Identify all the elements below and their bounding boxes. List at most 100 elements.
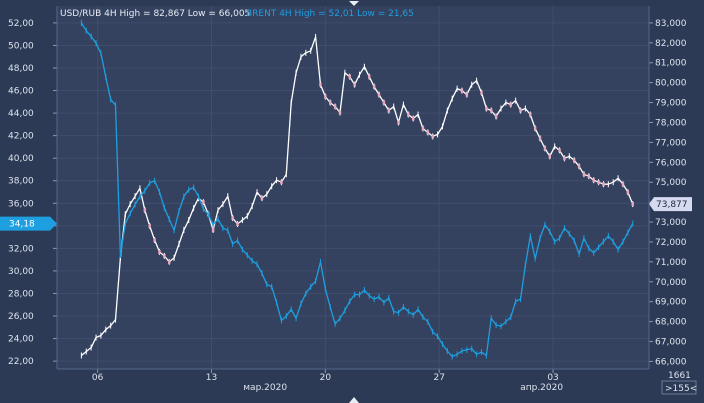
usd-rub-bear-candle <box>421 126 425 131</box>
left-axis-tick-label: 42,00 <box>8 132 34 142</box>
usd-rub-bear-candle <box>231 216 234 221</box>
shift-indicator[interactable]: >155< <box>665 384 697 394</box>
right-axis-tick-label: 81,000 <box>655 59 687 69</box>
usd-rub-bear-candle <box>533 126 537 131</box>
x-axis-tick-label: 20 <box>320 373 332 383</box>
brent-series-line <box>80 22 634 358</box>
usd-rub-bear-candle <box>397 120 400 125</box>
usd-rub-bear-candle <box>338 110 342 115</box>
right-axis-tick-label: 69,000 <box>655 298 687 308</box>
right-axis-tick-label: 83,000 <box>655 19 687 29</box>
usd-rub-bear-candle <box>324 94 327 99</box>
usd-rub-bear-candle <box>153 237 156 242</box>
usd-rub-bear-candle <box>494 114 498 119</box>
usd-rub-bear-candle <box>558 148 561 153</box>
usd-rub-bear-candle <box>597 180 600 185</box>
left-axis-tick-label: 24,00 <box>8 335 34 345</box>
usd-rub-bear-candle <box>163 253 166 258</box>
usd-rub-current-value-label: 73,877 <box>656 200 688 210</box>
right-axis-tick-label: 71,000 <box>655 258 687 268</box>
scroll-down-arrow-icon[interactable] <box>349 397 359 403</box>
right-axis-tick-label: 78,000 <box>655 118 687 128</box>
left-axis-tick-label: 30,00 <box>8 267 34 277</box>
usd-rub-bear-candle <box>431 134 434 139</box>
usd-rub-bear-candle <box>280 180 283 185</box>
right-axis-tick-label: 75,000 <box>655 178 687 188</box>
left-axis-tick-label: 52,00 <box>8 19 34 29</box>
usd-rub-bear-candle <box>260 196 264 201</box>
usd-rub-bear-candle <box>631 202 634 207</box>
usd-rub-bear-candle <box>348 74 351 79</box>
right-axis-tick-label: 66,000 <box>655 357 687 367</box>
right-axis-tick-label: 80,000 <box>655 79 687 89</box>
right-axis-tick-label: 73,000 <box>655 218 687 228</box>
left-axis-tick-label: 46,00 <box>8 87 34 97</box>
usd-rub-bear-candle <box>621 182 625 187</box>
usd-rub-bear-candle <box>407 112 410 117</box>
usd-rub-bear-candle <box>387 108 390 113</box>
usd-rub-bear-candle <box>602 182 605 187</box>
series-layer <box>80 19 634 360</box>
left-axis-tick-label: 22,00 <box>8 357 34 367</box>
left-axis-tick-label: 28,00 <box>8 289 34 299</box>
right-axis-tick-label: 67,000 <box>655 338 687 348</box>
x-axis-tick-label: 06 <box>92 373 104 383</box>
brent-title: BRENT 4H High = 52,01 Low = 21,65 <box>246 9 414 19</box>
usd-rub-bear-candle <box>592 178 595 183</box>
left-axis-tick-label: 50,00 <box>8 41 34 51</box>
x-axis-tick-label: 13 <box>206 373 217 383</box>
usd-rub-bear-candle <box>529 112 532 117</box>
usd-rub-bear-candle <box>158 249 161 254</box>
usd-rub-bear-candle <box>572 158 576 163</box>
usd-rub-bear-candle <box>333 104 337 109</box>
right-axis-tick-label: 79,000 <box>655 99 687 109</box>
usd-rub-current-value-marker <box>649 197 692 212</box>
usd-rub-bear-candle <box>168 259 171 264</box>
left-axis-tick-label: 40,00 <box>8 154 34 164</box>
usd-rub-bear-candle <box>577 164 581 169</box>
usd-rub-bear-candle <box>563 156 566 161</box>
right-axis-tick-label: 77,000 <box>655 138 687 148</box>
usd-rub-bear-candle <box>426 130 430 135</box>
usd-rub-bear-candle <box>211 228 215 233</box>
x-axis-tick-label: 03 <box>547 373 558 383</box>
usd-rub-bear-candle <box>377 92 381 97</box>
grid <box>57 6 649 369</box>
usd-rub-bear-candle <box>538 136 542 141</box>
usd-rub-bear-candle <box>582 172 586 177</box>
usd-rub-bear-candle <box>548 154 551 159</box>
usd-rub-bear-candle <box>587 174 591 179</box>
brent-current-value-label: 34,18 <box>9 220 35 230</box>
x-axis-month-label: апр.2020 <box>520 383 563 393</box>
usd-rub-bear-candle <box>411 116 415 121</box>
usd-rub-bear-candle <box>353 82 356 87</box>
right-axis-tick-label: 68,000 <box>655 318 687 328</box>
usd-rub-bear-candle <box>319 82 322 87</box>
usd-rub-bear-candle <box>148 224 151 229</box>
usd-rub-bear-candle <box>372 84 376 89</box>
usd-rub-bear-candle <box>329 100 332 105</box>
left-price-axis: 52,00 50,00 48,00 46,00 44,00 42,00 40,00 38,00… <box>0 19 57 367</box>
scroll-up-arrow-icon[interactable] <box>349 1 359 6</box>
right-axis-tick-label: 70,000 <box>655 278 687 288</box>
usd-rub-bear-candle <box>460 88 464 93</box>
left-axis-tick-label: 38,00 <box>8 177 34 187</box>
usd-rub-bear-candle <box>509 102 512 107</box>
left-axis-tick-label: 48,00 <box>8 64 34 74</box>
left-axis-tick-label: 36,00 <box>8 199 34 209</box>
usd-rub-bear-candle <box>465 92 469 97</box>
usd-rub-bear-candle <box>485 106 488 111</box>
usd-rub-bear-candle <box>519 108 522 113</box>
usd-rub-bear-candle <box>143 208 147 213</box>
usd-rub-bear-candle <box>382 100 386 105</box>
time-axis: 06 13 20 27 03 мар.2020 апр.2020 <box>92 369 563 393</box>
right-price-axis: 83,000 82,000 81,000 80,000 79,000 78,000 77,0… <box>649 19 692 367</box>
right-axis-tick-label: 76,000 <box>655 158 687 168</box>
shift-box[interactable] <box>661 380 697 395</box>
usd-rub-bear-candle <box>490 108 493 113</box>
left-axis-tick-label: 44,00 <box>8 109 34 119</box>
usd-rub-bear-candle <box>626 190 630 195</box>
usd-rub-bear-candle <box>236 222 239 227</box>
left-axis-tick-label: 32,00 <box>8 244 34 254</box>
